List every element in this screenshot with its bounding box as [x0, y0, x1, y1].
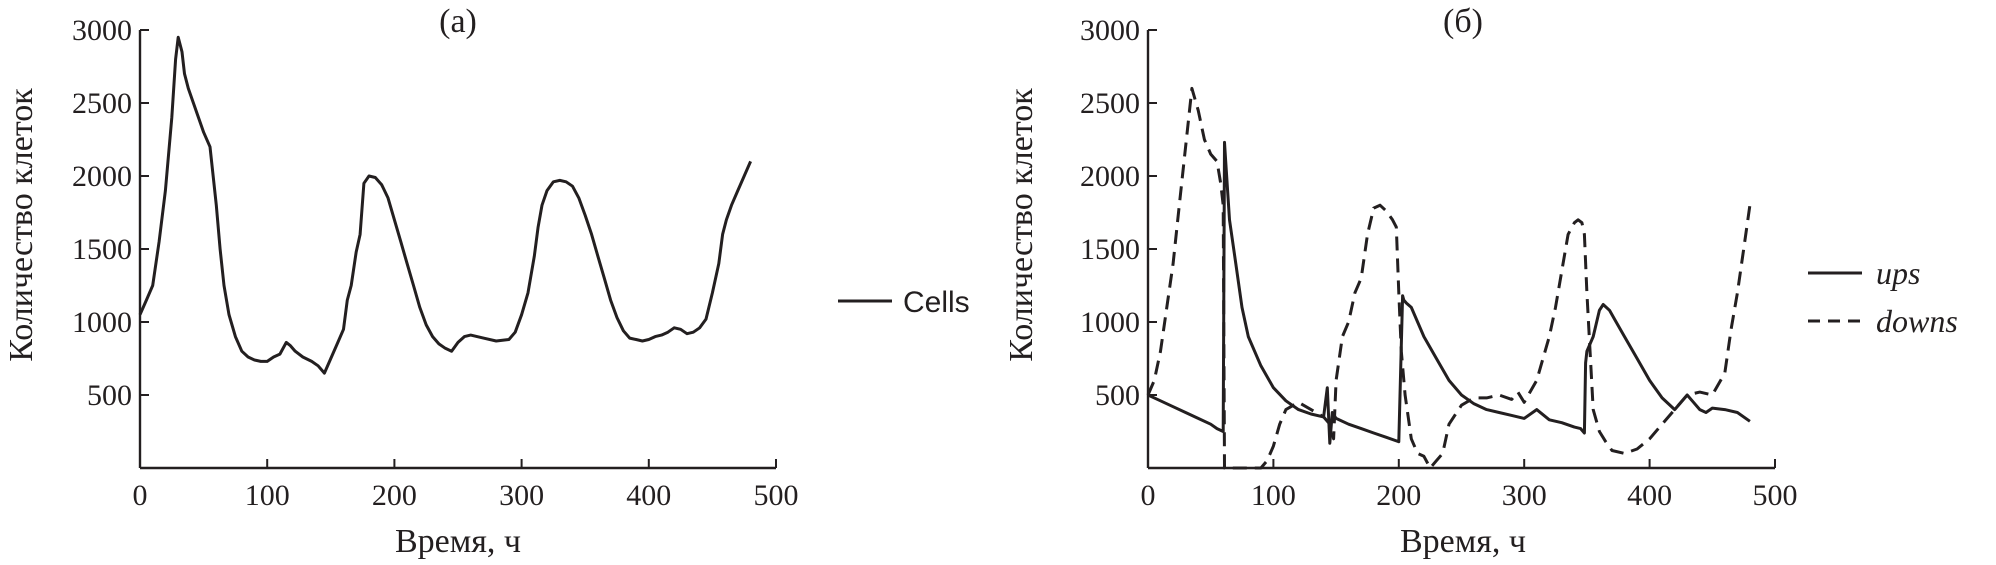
panel-a-x-tick-label: 400 — [626, 479, 671, 512]
panel-b-x-tick-label: 0 — [1141, 479, 1156, 512]
panel-a: (а) Количество клеток Время, ч 0 100 200 30… — [3, 3, 970, 560]
panel-a-y-axis-label: Количество клеток — [3, 88, 40, 362]
panel-b-y-tick-label: 500 — [1095, 379, 1140, 412]
panel-b-y-tick-label: 3000 — [1080, 14, 1140, 47]
panel-b-legend: ups downs — [1808, 255, 1958, 339]
panel-b-x-tick-label: 100 — [1251, 479, 1296, 512]
panel-b-x-tick-label: 500 — [1753, 479, 1798, 512]
legend-ups-label: ups — [1876, 255, 1920, 291]
panel-a-y-tick-label: 1000 — [72, 306, 132, 339]
panel-b-y-tick-label: 2500 — [1080, 87, 1140, 120]
panel-a-y-tick-label: 2500 — [72, 87, 132, 120]
panel-b-y-axis-label: Количество клеток — [1003, 88, 1040, 362]
panel-a-x-tick-label: 300 — [499, 479, 544, 512]
panel-a-y-tick-label: 3000 — [72, 14, 132, 47]
panel-a-x-tick-label: 200 — [372, 479, 417, 512]
panel-b: (б) Количество клеток Время, ч 0 100 200 30… — [1003, 3, 1958, 560]
legend-downs-label: downs — [1876, 303, 1958, 339]
panel-a-x-tick-label: 100 — [245, 479, 290, 512]
panel-b-x-tick-label: 400 — [1627, 479, 1672, 512]
panel-a-x-tick-label: 500 — [754, 479, 799, 512]
legend-cells-label: Cells — [903, 286, 970, 319]
panel-a-y-tick-label: 500 — [87, 379, 132, 412]
panel-b-x-axis-label: Время, ч — [1400, 523, 1526, 560]
panel-b-y-tick-label: 1500 — [1080, 233, 1140, 266]
panel-b-title: (б) — [1443, 3, 1483, 40]
panel-a-x-axis-label: Время, ч — [395, 523, 521, 560]
panel-b-series-ups-line — [1147, 140, 1751, 445]
panel-a-series-cells-line — [138, 35, 752, 375]
panel-a-y-tick-label: 2000 — [72, 160, 132, 193]
panel-b-series-downs-line — [1146, 86, 1752, 470]
panel-b-y-tick-label: 1000 — [1080, 306, 1140, 339]
panel-a-x-tick-label: 0 — [133, 479, 148, 512]
panel-b-y-tick-label: 2000 — [1080, 160, 1140, 193]
panel-b-x-tick-label: 200 — [1376, 479, 1421, 512]
panel-a-title: (а) — [439, 3, 477, 40]
panel-a-legend: Cells — [838, 286, 970, 319]
panel-a-y-tick-label: 1500 — [72, 233, 132, 266]
panel-b-x-tick-label: 300 — [1502, 479, 1547, 512]
